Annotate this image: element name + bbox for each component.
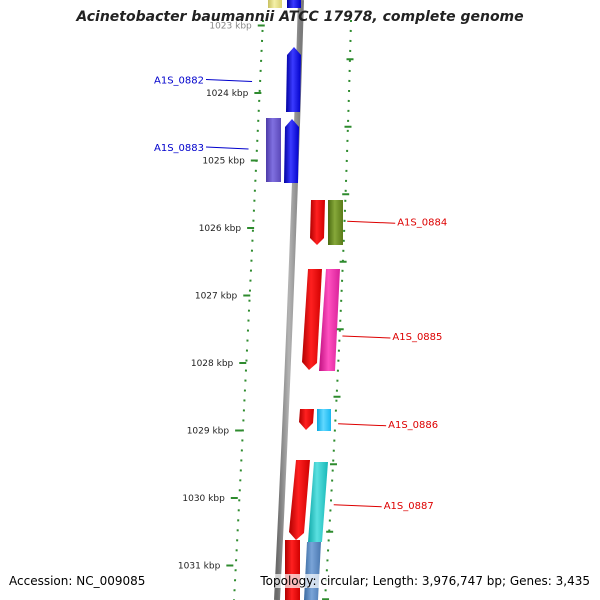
scale-tick-label-1030: 1030 kbp <box>182 494 225 504</box>
gene-arrow-a1s-0882 <box>286 47 301 112</box>
gene-label-layer: A1S_0882 A1S_0883 A1S_0884 A1S_0885 A1S_0886… <box>154 76 447 512</box>
gene-label-a1s-0887[interactable]: A1S_0887 <box>384 501 434 512</box>
gene-feature-top-yellow <box>268 0 282 8</box>
gene-label-a1s-0884[interactable]: A1S_0884 <box>397 217 447 228</box>
gene-feature-top-blue <box>287 0 301 8</box>
gene-block-bottom-red <box>285 540 300 600</box>
gene-label-a1s-0882[interactable]: A1S_0882 <box>154 76 204 87</box>
gene-arrow-a1s-0887 <box>289 460 310 540</box>
scale-tick-label-1028: 1028 kbp <box>191 359 234 369</box>
scale-tick-label-1024: 1024 kbp <box>206 89 249 99</box>
gene-label-line-a1s-0884 <box>347 220 396 224</box>
gene-label-line-a1s-0882 <box>205 79 253 82</box>
scale-tick-label-1029: 1029 kbp <box>187 427 230 437</box>
gene-block-purple <box>266 118 281 182</box>
gene-label-line-a1s-0883 <box>205 146 249 150</box>
gene-block-olive <box>328 200 343 245</box>
gene-label-a1s-0883[interactable]: A1S_0883 <box>154 143 204 154</box>
scale-tick-label-1031: 1031 kbp <box>178 562 221 572</box>
gene-label-a1s-0885[interactable]: A1S_0885 <box>392 332 442 343</box>
tick-layer: 1023 kbp 1024 kbp 1025 kbp 1026 kbp 1027 kbp… <box>178 22 354 600</box>
gene-arrow-a1s-0886 <box>299 409 314 430</box>
topology-text: Topology: circular; Length: 3,976,747 bp… <box>260 574 590 588</box>
gene-block-teal <box>308 462 328 542</box>
gene-block-bottom-steel <box>304 542 321 600</box>
gene-block-sky <box>317 409 331 431</box>
gene-label-line-a1s-0886 <box>338 423 387 427</box>
scale-tick-label-1025: 1025 kbp <box>202 157 245 167</box>
gene-label-line-a1s-0885 <box>342 335 391 339</box>
gene-arrow-a1s-0884 <box>310 200 325 245</box>
scale-tick-label-1023: 1023 kbp <box>209 22 252 32</box>
gene-label-a1s-0886[interactable]: A1S_0886 <box>388 420 438 431</box>
scale-tick-label-1026: 1026 kbp <box>199 224 242 234</box>
accession-text: Accession: NC_009085 <box>9 574 146 588</box>
gene-block-magenta <box>319 269 340 371</box>
gene-arrow-a1s-0885 <box>302 269 322 370</box>
genome-title: Acinetobacter baumannii ATCC 17978, comp… <box>76 9 524 25</box>
scale-tick-label-1027: 1027 kbp <box>195 292 238 302</box>
inner-dotted-arc <box>233 19 264 600</box>
gene-arrow-a1s-0883 <box>284 119 299 183</box>
gene-label-line-a1s-0887 <box>333 504 382 508</box>
